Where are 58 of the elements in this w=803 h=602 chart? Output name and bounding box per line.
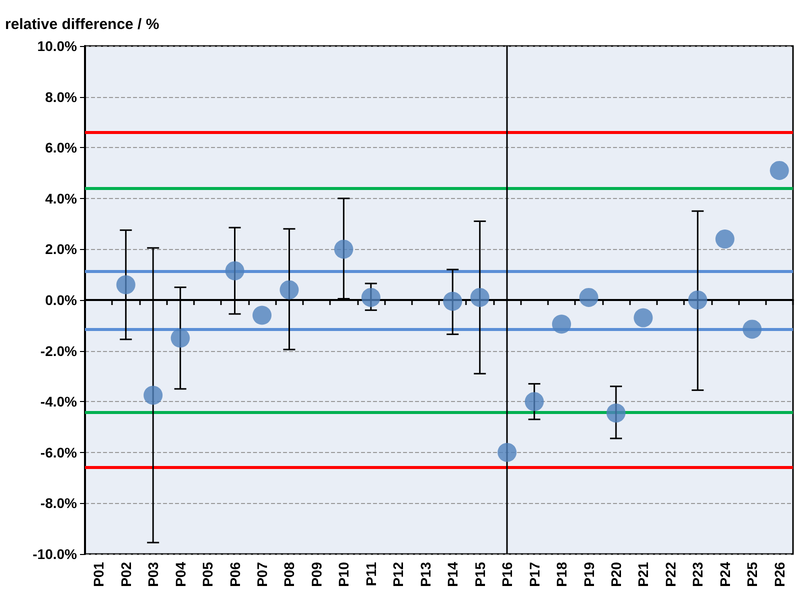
y-tick-label: 2.0% [45,241,78,258]
point [225,261,244,280]
point [280,280,299,300]
point [770,160,789,180]
point [715,230,734,249]
x-tick-label: P26 [771,562,788,587]
x-tick-label: P06 [226,562,243,587]
point [361,288,380,307]
x-tick-label: P22 [662,562,678,587]
point [116,275,136,294]
x-tick-label: P11 [362,562,379,586]
x-tick-label: P09 [308,562,324,587]
point [606,404,626,423]
y-tick-label: -10.0% [32,546,78,562]
x-tick-label: P15 [472,562,488,587]
y-tick-label: 10.0% [37,38,78,54]
x-tick-label: P17 [526,562,542,587]
point [524,392,544,412]
point [443,292,462,311]
x-tick-label: P07 [254,562,270,587]
point [634,308,653,328]
point [579,288,598,307]
y-axis-title: relative difference / % [5,16,160,33]
y-tick-label: -6.0% [40,444,78,460]
y-tick-label: -4.0% [40,394,78,410]
x-tick-label: P02 [118,562,134,587]
x-tick-label: P13 [417,562,434,587]
y-tick-label: -8.0% [40,495,78,512]
point [170,328,190,348]
point [470,288,490,307]
x-tick-label: P14 [444,562,461,587]
x-tick-label: P10 [336,562,352,587]
x-tick-label: P16 [499,562,516,587]
point [742,320,762,339]
x-tick-label: P05 [200,562,216,587]
x-tick-label: P12 [390,562,406,587]
x-tick-label: P24 [716,562,733,587]
y-tick-label: -2.0% [40,342,78,359]
point [552,314,572,334]
x-tick-label: P04 [172,562,188,587]
x-tick-label: P19 [580,562,597,587]
y-tick-label: 0.0% [45,292,78,308]
point [334,240,354,259]
x-tick-label: P08 [281,562,298,587]
y-tick-label: 6.0% [45,140,78,156]
point [252,306,272,325]
point [144,386,163,405]
x-tick-label: P03 [145,562,162,587]
point [498,442,517,462]
x-tick-label: P01 [90,562,107,587]
x-tick-label: P23 [690,562,706,587]
y-tick-label: 4.0% [45,190,78,206]
x-tick-label: P25 [744,562,760,587]
y-tick-label: 8.0% [45,88,78,105]
x-tick-label: P18 [554,562,570,587]
x-tick-label: P21 [635,562,652,587]
point [688,290,708,310]
x-tick-label: P20 [608,562,624,587]
